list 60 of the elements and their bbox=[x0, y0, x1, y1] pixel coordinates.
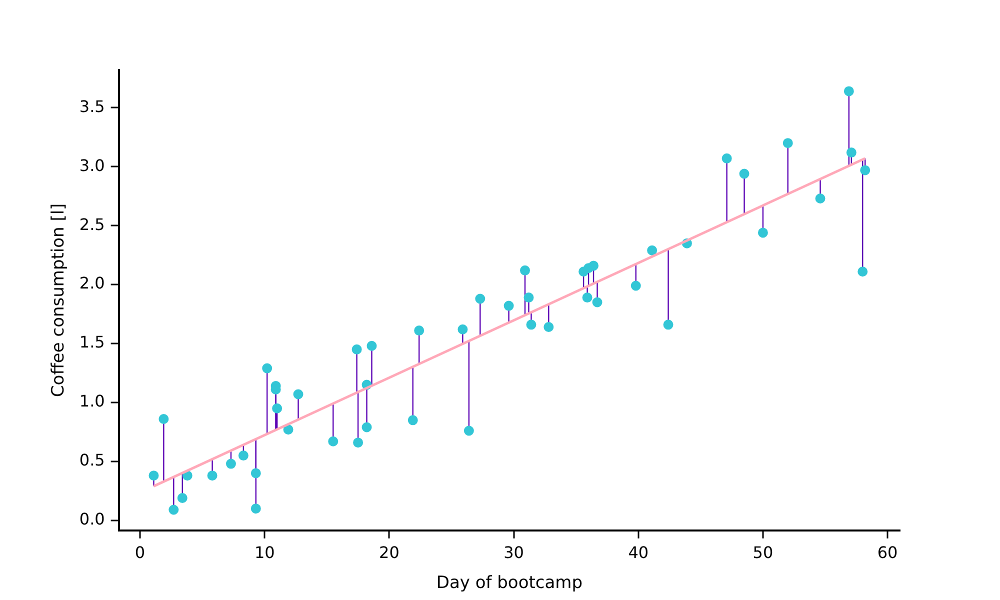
point bbox=[158, 414, 169, 424]
point bbox=[458, 324, 468, 334]
point bbox=[207, 470, 218, 481]
point bbox=[647, 245, 658, 256]
y-tick-label: 3.5 bbox=[79, 96, 105, 116]
point bbox=[272, 403, 282, 414]
point bbox=[148, 470, 159, 481]
point bbox=[414, 326, 424, 336]
x-tick-label: 40 bbox=[628, 543, 649, 562]
point bbox=[722, 153, 732, 164]
point bbox=[362, 422, 372, 432]
point bbox=[475, 294, 486, 304]
point bbox=[815, 194, 826, 204]
x-tick-label: 10 bbox=[254, 543, 275, 562]
point bbox=[250, 504, 261, 514]
x-axis-title: Day of bootcamp bbox=[436, 573, 582, 594]
point bbox=[408, 415, 418, 426]
point bbox=[782, 138, 793, 148]
x-tick-label: 0 bbox=[134, 543, 146, 562]
point bbox=[592, 297, 602, 308]
point bbox=[630, 280, 641, 291]
point bbox=[739, 168, 750, 179]
point bbox=[168, 504, 179, 515]
point bbox=[238, 450, 248, 461]
x-tick-label: 50 bbox=[752, 543, 774, 562]
point bbox=[846, 148, 856, 158]
x-tick-label: 60 bbox=[877, 543, 898, 562]
x-tick-label: 30 bbox=[504, 543, 524, 562]
y-tick-label: 2.0 bbox=[79, 274, 105, 293]
point bbox=[464, 426, 474, 436]
point bbox=[582, 292, 592, 303]
point bbox=[860, 165, 870, 176]
point bbox=[520, 265, 530, 276]
point bbox=[293, 389, 304, 400]
point bbox=[524, 292, 534, 303]
point bbox=[663, 320, 674, 330]
point bbox=[588, 260, 599, 271]
point bbox=[758, 228, 768, 238]
point bbox=[250, 468, 261, 478]
x-tick-label: 20 bbox=[379, 543, 400, 562]
point bbox=[328, 436, 338, 446]
y-tick-label: 3.0 bbox=[79, 156, 105, 175]
point bbox=[226, 458, 236, 469]
point bbox=[526, 320, 536, 330]
point bbox=[353, 438, 364, 448]
point bbox=[366, 340, 377, 351]
point bbox=[844, 86, 854, 96]
y-tick-label: 0.5 bbox=[79, 450, 105, 470]
y-axis-title: Coffee consumption [l] bbox=[48, 203, 69, 398]
y-tick-label: 1.0 bbox=[79, 392, 105, 411]
point bbox=[262, 363, 272, 374]
point bbox=[544, 322, 554, 332]
y-tick-label: 0.0 bbox=[79, 510, 105, 529]
point bbox=[352, 344, 362, 354]
y-tick-label: 1.5 bbox=[79, 332, 105, 352]
point bbox=[283, 424, 294, 435]
point bbox=[177, 492, 188, 503]
y-tick-label: 2.5 bbox=[79, 214, 105, 234]
point bbox=[858, 266, 868, 277]
point bbox=[504, 300, 514, 311]
